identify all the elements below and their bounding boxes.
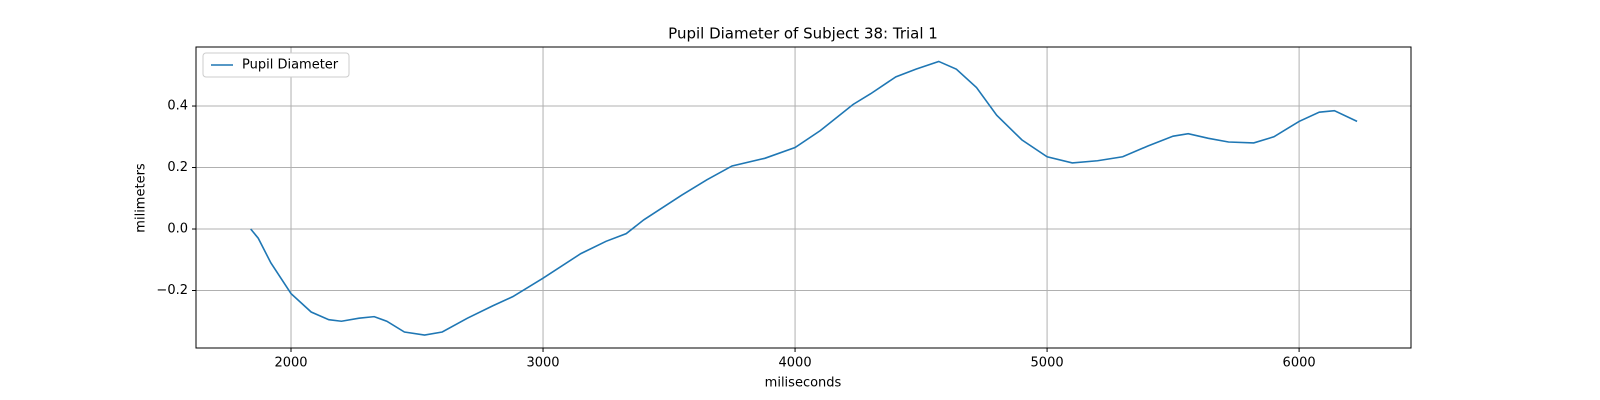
- x-tick-label: 3000: [526, 356, 559, 371]
- x-axis-label: miliseconds: [765, 376, 842, 391]
- x-tick-label: 2000: [274, 356, 307, 371]
- y-tick-label: 0.0: [167, 222, 188, 237]
- data-line: [250, 60, 1358, 336]
- x-tick-label: 6000: [1283, 356, 1316, 371]
- chart-title: Pupil Diameter of Subject 38: Trial 1: [668, 25, 938, 43]
- y-tick-label: 0.4: [167, 99, 188, 114]
- y-tick-label: 0.2: [167, 160, 188, 175]
- x-tick-label: 5000: [1031, 356, 1064, 371]
- y-axis-label: milimeters: [134, 163, 149, 233]
- legend-label: Pupil Diameter: [242, 58, 339, 73]
- y-tick-label: −0.2: [156, 283, 188, 298]
- legend-box: [202, 52, 350, 78]
- x-tick-label: 4000: [779, 356, 812, 371]
- plot-frame: [195, 46, 1412, 349]
